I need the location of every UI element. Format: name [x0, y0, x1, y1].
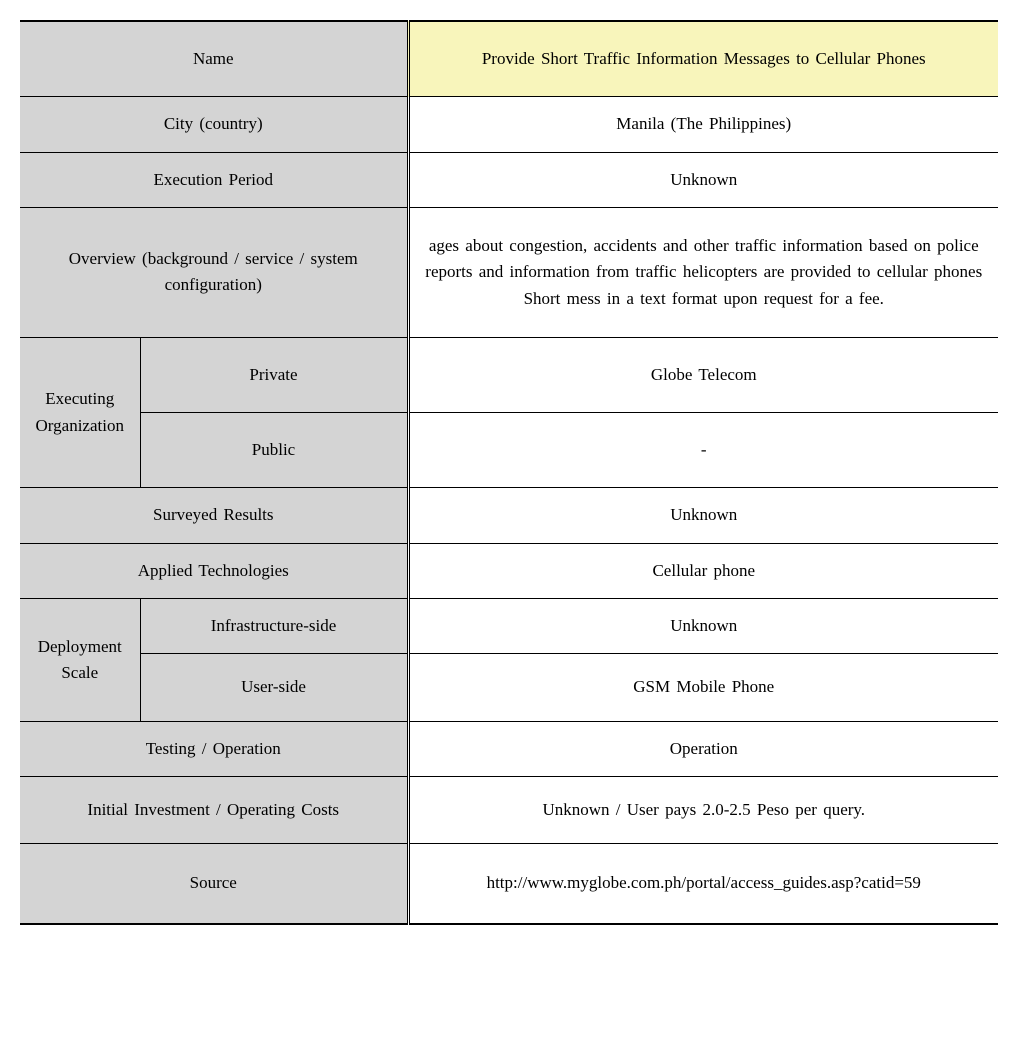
table-row: Public - [20, 413, 998, 488]
value-deploy-infra: Unknown [408, 599, 998, 654]
label-testing: Testing / Operation [20, 721, 408, 776]
label-applied-tech: Applied Technologies [20, 543, 408, 598]
label-deploy-infra: Infrastructure-side [140, 599, 408, 654]
table-row: Source http://www.myglobe.com.ph/portal/… [20, 844, 998, 924]
label-surveyed: Surveyed Results [20, 488, 408, 543]
label-overview: Overview (background / service / system … [20, 208, 408, 338]
value-exec-period: Unknown [408, 152, 998, 207]
value-name: Provide Short Traffic Information Messag… [408, 21, 998, 97]
table-row: Applied Technologies Cellular phone [20, 543, 998, 598]
table-row: Surveyed Results Unknown [20, 488, 998, 543]
value-deploy-user: GSM Mobile Phone [408, 654, 998, 721]
value-source: http://www.myglobe.com.ph/portal/access_… [408, 844, 998, 924]
label-source: Source [20, 844, 408, 924]
table-row: User-side GSM Mobile Phone [20, 654, 998, 721]
value-overview: ages about congestion, accidents and oth… [408, 208, 998, 338]
label-exec-org-public: Public [140, 413, 408, 488]
value-surveyed: Unknown [408, 488, 998, 543]
value-city: Manila (The Philippines) [408, 97, 998, 152]
value-exec-org-public: - [408, 413, 998, 488]
table-row: Deployment Scale Infrastructure-side Unk… [20, 599, 998, 654]
label-costs: Initial Investment / Operating Costs [20, 777, 408, 844]
value-testing: Operation [408, 721, 998, 776]
label-exec-org-group: Executing Organization [20, 337, 140, 488]
label-exec-period: Execution Period [20, 152, 408, 207]
table-row: Initial Investment / Operating Costs Unk… [20, 777, 998, 844]
table-row: Name Provide Short Traffic Information M… [20, 21, 998, 97]
label-deploy-user: User-side [140, 654, 408, 721]
label-exec-org-private: Private [140, 337, 408, 412]
label-deploy-group: Deployment Scale [20, 599, 140, 722]
table-row: Executing Organization Private Globe Tel… [20, 337, 998, 412]
value-exec-org-private: Globe Telecom [408, 337, 998, 412]
table-row: Overview (background / service / system … [20, 208, 998, 338]
table-row: City (country) Manila (The Philippines) [20, 97, 998, 152]
value-costs: Unknown / User pays 2.0-2.5 Peso per que… [408, 777, 998, 844]
value-applied-tech: Cellular phone [408, 543, 998, 598]
label-name: Name [20, 21, 408, 97]
table-row: Execution Period Unknown [20, 152, 998, 207]
table-row: Testing / Operation Operation [20, 721, 998, 776]
label-city: City (country) [20, 97, 408, 152]
info-table: Name Provide Short Traffic Information M… [20, 20, 998, 925]
